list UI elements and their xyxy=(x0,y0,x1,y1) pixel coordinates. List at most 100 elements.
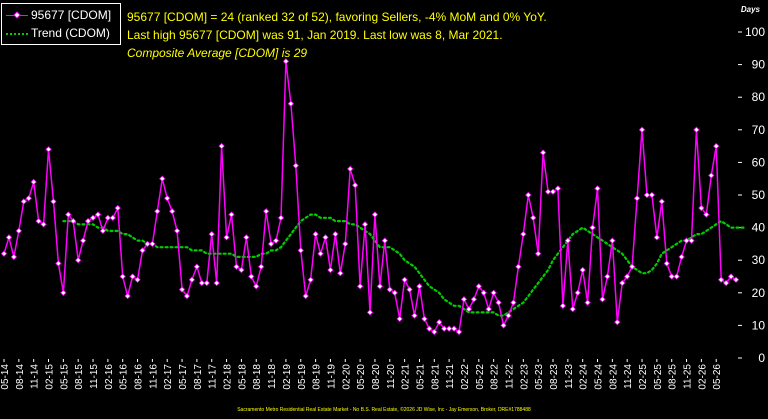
cdom-point xyxy=(599,296,606,303)
legend-label-trend: Trend (CDOM) xyxy=(31,26,110,40)
cdom-point xyxy=(441,325,448,332)
cdom-point xyxy=(604,273,611,280)
cdom-point xyxy=(713,142,720,150)
cdom-point xyxy=(213,279,220,287)
x-tick-label: 05-23 xyxy=(534,364,545,390)
cdom-point xyxy=(490,289,497,296)
cdom-point xyxy=(94,211,102,218)
cdom-point xyxy=(228,211,235,218)
cdom-point xyxy=(569,305,576,313)
x-tick-label: 02-24 xyxy=(579,364,590,390)
cdom-point xyxy=(327,266,334,274)
x-tick-label: 02-17 xyxy=(163,364,174,390)
x-tick-label: 02-19 xyxy=(282,364,293,390)
cdom-point xyxy=(89,214,97,221)
x-tick-label: 02-16 xyxy=(104,364,115,390)
cdom-point xyxy=(391,289,398,296)
cdom-point xyxy=(75,257,82,264)
cdom-point xyxy=(406,286,413,293)
cdom-point xyxy=(159,175,166,182)
y-tick-label: 20 xyxy=(752,286,766,300)
cdom-point xyxy=(25,195,32,202)
x-tick-label: 08-17 xyxy=(193,364,204,390)
x-tick-label: 11-20 xyxy=(386,364,397,389)
cdom-point xyxy=(109,214,116,221)
legend-swatch-cdom xyxy=(6,11,28,20)
cdom-point xyxy=(673,273,680,280)
cdom-point xyxy=(624,273,631,280)
cdom-point xyxy=(287,100,295,107)
x-tick-label: 02-18 xyxy=(223,364,234,390)
cdom-point xyxy=(0,250,8,257)
cdom-point xyxy=(470,296,478,303)
cdom-point xyxy=(356,283,364,290)
cdom-point xyxy=(351,182,359,189)
x-tick-label: 08-14 xyxy=(15,364,26,390)
cdom-point xyxy=(119,273,126,280)
cdom-point xyxy=(371,211,379,218)
x-tick-label: 11-16 xyxy=(148,364,159,389)
cdom-point xyxy=(114,204,121,212)
cdom-point xyxy=(411,312,418,319)
cdom-point xyxy=(84,217,92,225)
cdom-point xyxy=(619,279,626,287)
cdom-point xyxy=(431,328,438,336)
cdom-point xyxy=(178,286,186,293)
x-tick-label: 05-16 xyxy=(119,364,130,390)
x-tick-label: 05-22 xyxy=(475,364,486,390)
cdom-point xyxy=(584,299,591,306)
cdom-point xyxy=(594,185,601,192)
cdom-point xyxy=(307,276,314,283)
y-tick-label: 60 xyxy=(752,155,766,169)
cdom-point xyxy=(203,279,210,287)
cdom-point xyxy=(460,296,468,303)
y-axis-label: Days xyxy=(740,5,760,14)
cdom-point xyxy=(188,276,196,283)
cdom-point xyxy=(272,237,280,244)
cdom-point xyxy=(436,318,443,326)
cdom-point xyxy=(322,234,329,241)
cdom-point xyxy=(717,276,725,283)
cdom-point xyxy=(544,188,552,195)
cdom-point xyxy=(574,289,581,296)
cdom-point xyxy=(609,237,616,244)
cdom-point xyxy=(262,208,270,215)
x-tick-label: 08-20 xyxy=(371,364,382,390)
cdom-point xyxy=(539,149,547,156)
x-tick-label: 08-16 xyxy=(134,364,145,390)
cdom-point xyxy=(703,211,710,218)
x-tick-label: 08-23 xyxy=(549,364,560,390)
x-tick-label: 08-24 xyxy=(608,364,619,390)
y-tick-label: 80 xyxy=(752,90,766,104)
cdom-point xyxy=(154,208,161,215)
cdom-point xyxy=(99,227,107,235)
cdom-point xyxy=(693,126,700,133)
legend-item-cdom: 95677 [CDOM] xyxy=(6,8,111,22)
cdom-point xyxy=(614,318,621,326)
x-tick-label: 11-25 xyxy=(683,364,694,389)
headline-high-low: Last high 95677 [CDOM] was 91, Jan 2019.… xyxy=(127,28,503,42)
x-tick-label: 05-26 xyxy=(712,364,723,390)
cdom-point xyxy=(361,221,369,228)
x-tick-label: 05-21 xyxy=(415,364,426,390)
cdom-point xyxy=(579,266,586,274)
cdom-point xyxy=(35,217,42,225)
cdom-point xyxy=(530,214,537,221)
x-tick-label: 11-17 xyxy=(208,364,219,389)
y-tick-label: 10 xyxy=(752,318,766,332)
cdom-point xyxy=(297,247,304,254)
cdom-point xyxy=(277,214,285,221)
cdom-point xyxy=(139,247,146,254)
cdom-point xyxy=(342,240,349,248)
x-tick-label: 11-14 xyxy=(30,364,41,389)
x-tick-label: 08-22 xyxy=(490,364,501,390)
cdom-point xyxy=(129,273,136,280)
cdom-point xyxy=(332,230,339,238)
cdom-point xyxy=(208,230,215,238)
cdom-point xyxy=(653,234,661,241)
legend-label-cdom: 95677 [CDOM] xyxy=(31,8,112,22)
cdom-point xyxy=(421,315,428,323)
x-tick-label: 05-20 xyxy=(356,364,367,390)
cdom-point xyxy=(520,230,527,238)
